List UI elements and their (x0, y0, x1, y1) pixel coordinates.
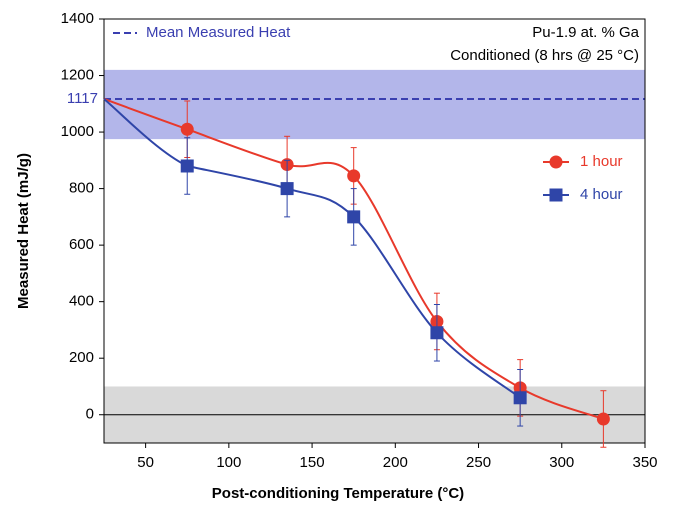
y-tick-label: 600 (69, 236, 94, 253)
y-tick-label: 1400 (61, 10, 94, 27)
plot-frame (103, 18, 646, 444)
y-tick-label: 200 (69, 349, 94, 366)
marker (596, 412, 610, 426)
connector (103, 98, 188, 131)
legend-marker (549, 188, 563, 202)
x-tick-label: 150 (300, 454, 325, 471)
x-axis-label: Post-conditioning Temperature (°C) (212, 485, 464, 502)
annotation: Conditioned (8 hrs @ 25 °C) (450, 47, 639, 64)
y-tick-label: 0 (86, 406, 94, 423)
x-tick-label: 200 (383, 454, 408, 471)
marker (513, 391, 527, 405)
band (104, 69, 645, 140)
y-tick-label: 1000 (61, 123, 94, 140)
annotation: Pu-1.9 at. % Ga (532, 24, 639, 41)
y-axis-label: Measured Heat (mJ/g) (15, 153, 32, 309)
marker (180, 122, 194, 136)
marker (347, 169, 361, 183)
legend-mean-label: Mean Measured Heat (146, 24, 291, 41)
x-tick-label: 350 (632, 454, 657, 471)
x-tick-label: 100 (216, 454, 241, 471)
marker (280, 182, 294, 196)
marker (430, 326, 444, 340)
x-tick-label: 50 (137, 454, 154, 471)
y-tick-label: 800 (69, 180, 94, 197)
mean-label: 1117 (67, 90, 98, 107)
y-tick-label: 1200 (61, 67, 94, 84)
x-tick-label: 250 (466, 454, 491, 471)
y-tick-label: 400 (69, 293, 94, 310)
marker (347, 210, 361, 224)
marker (180, 159, 194, 173)
x-tick-label: 300 (549, 454, 574, 471)
connector (103, 98, 188, 167)
legend-label: 4 hour (580, 186, 623, 203)
legend-label: 1 hour (580, 153, 623, 170)
legend-marker (549, 155, 563, 169)
